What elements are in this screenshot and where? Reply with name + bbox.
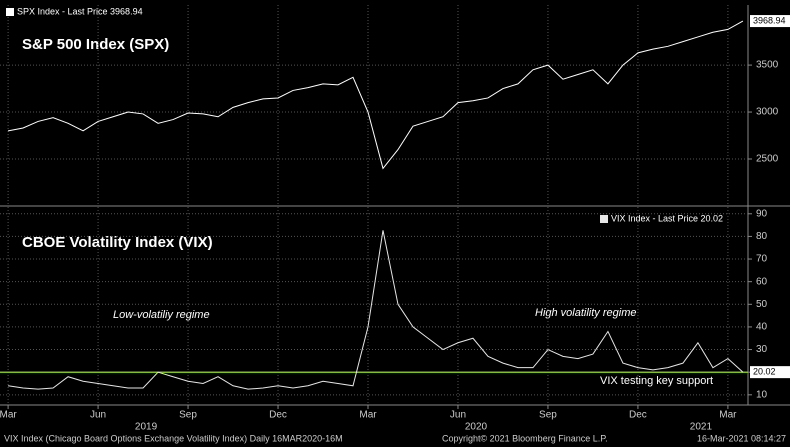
last-price-label: 20.02 [753, 367, 776, 377]
series-line [8, 230, 744, 390]
annotation: High volatility regime [535, 307, 636, 319]
x-tick-label: Mar [719, 410, 737, 421]
legend-swatch [6, 8, 14, 16]
y-tick-label: 60 [756, 276, 768, 287]
y-tick-label: 10 [756, 389, 768, 400]
x-tick-label: Mar [0, 410, 17, 421]
y-tick-label: 2500 [756, 154, 779, 165]
x-tick-label: Mar [359, 410, 377, 421]
x-tick-label: Jun [450, 410, 466, 421]
x-tick-label: Sep [539, 410, 557, 421]
chart-title: S&P 500 Index (SPX) [22, 36, 169, 53]
y-tick-label: 3000 [756, 107, 779, 118]
x-year-label: 2019 [135, 422, 158, 433]
y-tick-label: 80 [756, 231, 768, 242]
y-tick-label: 90 [756, 208, 768, 219]
last-price-box [750, 15, 790, 28]
support-label: VIX testing key support [600, 375, 713, 387]
x-year-label: 2021 [690, 422, 713, 433]
legend-label: SPX Index - Last Price 3968.94 [17, 6, 143, 16]
y-tick-label: 70 [756, 254, 768, 265]
x-tick-label: Dec [269, 410, 287, 421]
x-tick-label: Dec [629, 410, 647, 421]
legend-swatch [600, 215, 608, 223]
footer-left: VIX Index (Chicago Board Options Exchang… [4, 433, 343, 443]
last-price-label: 3968.94 [753, 15, 786, 25]
x-year-label: 2020 [465, 422, 488, 433]
x-tick-label: Sep [179, 410, 197, 421]
legend-label: VIX Index - Last Price 20.02 [611, 213, 723, 223]
y-tick-label: 3500 [756, 60, 779, 71]
x-tick-label: Jun [90, 410, 106, 421]
chart-title: CBOE Volatility Index (VIX) [22, 234, 213, 251]
last-price-box [750, 366, 790, 379]
y-tick-label: 50 [756, 299, 768, 310]
annotation: Low-volatiliy regime [113, 309, 210, 321]
y-tick-label: 30 [756, 344, 768, 355]
footer-right: 16-Mar-2021 08:14:27 [697, 433, 786, 443]
y-tick-label: 40 [756, 322, 768, 333]
footer-center: Copyright© 2021 Bloomberg Finance L.P. [442, 433, 608, 443]
series-line [8, 20, 744, 170]
